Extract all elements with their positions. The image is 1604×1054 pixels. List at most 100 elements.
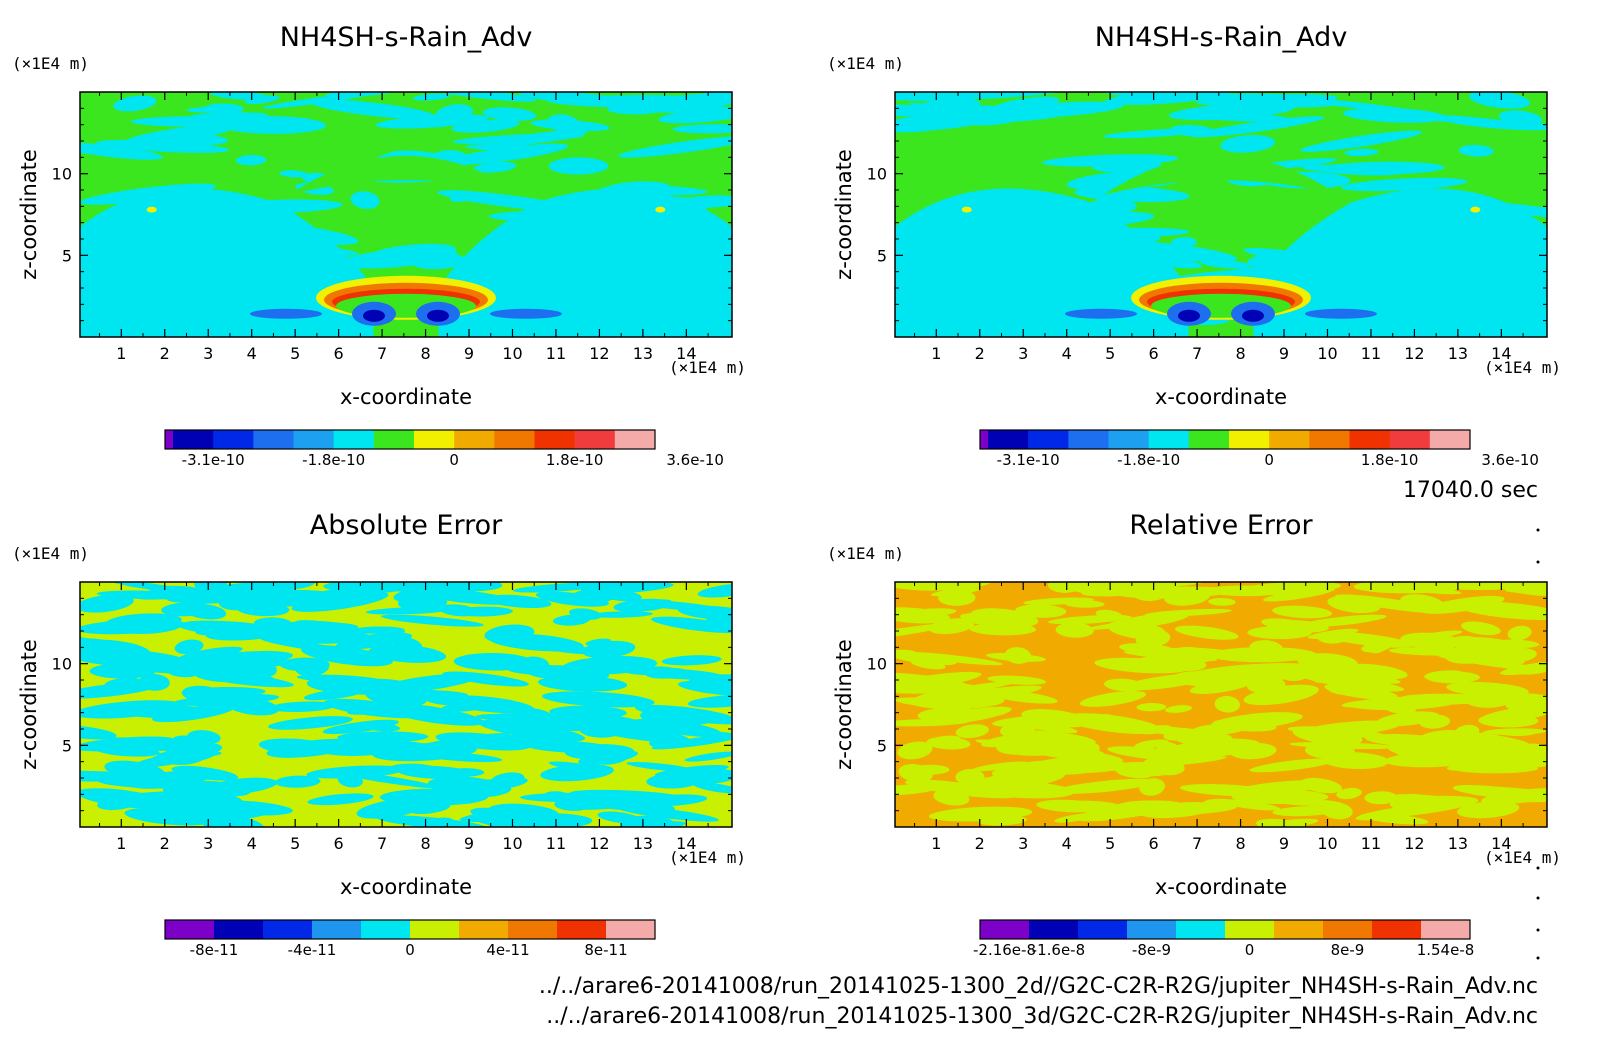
x-unit-label: (×1E4 m)	[1484, 848, 1561, 867]
x-tick-label: 12	[1404, 344, 1424, 363]
x-tick-label: 1	[116, 834, 126, 853]
x-tick-label: 7	[1192, 834, 1202, 853]
x-tick-label: 7	[377, 344, 387, 363]
x-unit-label: (×1E4 m)	[1484, 358, 1561, 377]
colorbar-label: -2.16e-8	[973, 941, 1036, 959]
colorbar-frame	[164, 429, 656, 450]
colorbar-swatch	[312, 920, 362, 939]
colorbar-label: 8e-9	[1331, 941, 1365, 959]
x-tick-label: 13	[1448, 344, 1468, 363]
x-tick-label: 8	[1235, 344, 1245, 363]
colorbar-swatch	[557, 920, 607, 939]
colorbar: -3.1e-10 -1.8e-10 0 1.8e-10 3.6e-10	[164, 429, 724, 469]
x-tick-label: 14	[676, 834, 696, 853]
y-tick-label: 5	[877, 246, 887, 265]
colorbar-label: 1.54e-8	[1417, 941, 1475, 959]
colorbar-swatch	[373, 430, 415, 449]
colorbar: -3.1e-10 -1.8e-10 0 1.8e-10 3.6e-10	[979, 429, 1539, 469]
plot-frame	[79, 581, 733, 828]
x-tick-label: 2	[160, 834, 170, 853]
x-tick-label: 10	[1317, 834, 1337, 853]
colorbar-label: 0	[405, 941, 415, 959]
colorbar-swatch	[574, 430, 616, 449]
colorbar-swatch	[1429, 430, 1471, 449]
x-tick-label: 6	[334, 834, 344, 853]
colorbar-swatch	[1028, 430, 1069, 449]
colorbar-swatch	[1188, 430, 1230, 449]
colorbar-swatch	[1148, 430, 1190, 449]
y-unit-label: (×1E4 m)	[12, 544, 89, 563]
x-tick-label: 7	[1192, 344, 1202, 363]
x-tick-label: 3	[1018, 344, 1028, 363]
colorbar-swatch	[534, 430, 576, 449]
x-tick-label: 3	[203, 344, 213, 363]
colorbar-swatch	[1029, 920, 1079, 939]
x-tick-label: 11	[546, 834, 566, 853]
colorbar-label: -1.8e-10	[302, 451, 365, 469]
x-tick-label: 9	[1279, 834, 1289, 853]
colorbar-swatch	[1108, 430, 1150, 449]
colorbar-label: 3.6e-10	[1481, 451, 1539, 469]
colorbar-label: -4e-11	[288, 941, 337, 959]
y-tick-label: 10	[867, 165, 887, 184]
y-unit-label: (×1E4 m)	[827, 54, 904, 73]
x-unit-label: (×1E4 m)	[669, 848, 746, 867]
y-axis-label: z-coordinate	[17, 639, 41, 770]
colorbar-swatch	[980, 920, 1030, 939]
panel-title: NH4SH-s-Rain_Adv	[280, 22, 533, 53]
panel-1: NH4SH-s-Rain_Adv(×1E4 m)1 2 3 4 5 6 7 8 9 10 11 12 1…	[12, 22, 746, 469]
colorbar-label: -8e-11	[190, 941, 239, 959]
x-tick-label: 7	[377, 834, 387, 853]
x-tick-label: 5	[290, 344, 300, 363]
y-unit-label: (×1E4 m)	[12, 54, 89, 73]
x-axis-label: x-coordinate	[1155, 875, 1287, 899]
colorbar-swatch	[1127, 920, 1177, 939]
colorbar-swatch	[165, 430, 174, 449]
y-tick-label: 5	[62, 246, 72, 265]
colorbar-swatch	[173, 430, 214, 449]
x-tick-label: 9	[464, 344, 474, 363]
colorbar-label: -1.6e-8	[1032, 941, 1085, 959]
panel-title: Absolute Error	[310, 510, 503, 541]
colorbar-swatch	[165, 920, 215, 939]
colorbar-label: 1.8e-10	[1361, 451, 1419, 469]
colorbar-label: 1.8e-10	[546, 451, 604, 469]
colorbar-swatch	[213, 430, 254, 449]
colorbar-swatch	[410, 920, 460, 939]
colorbar-frame	[979, 429, 1471, 450]
contour-field	[80, 582, 732, 827]
y-tick-label: 10	[52, 165, 72, 184]
x-tick-label: 1	[931, 834, 941, 853]
x-unit-label: (×1E4 m)	[669, 358, 746, 377]
y-unit-label: (×1E4 m)	[827, 544, 904, 563]
colorbar-swatch	[1421, 920, 1471, 939]
x-tick-label: 3	[203, 834, 213, 853]
x-tick-label: 12	[589, 344, 609, 363]
colorbar-swatch	[1323, 920, 1373, 939]
x-tick-label: 8	[420, 834, 430, 853]
x-tick-label: 4	[247, 834, 257, 853]
colorbar-swatch	[214, 920, 264, 939]
time-label: 17040.0 sec	[1403, 478, 1538, 503]
colorbar-label: 0	[1245, 941, 1255, 959]
x-tick-label: 12	[1404, 834, 1424, 853]
x-tick-label: 9	[1279, 344, 1289, 363]
x-tick-label: 11	[546, 344, 566, 363]
colorbar-swatch	[494, 430, 535, 449]
x-tick-label: 12	[589, 834, 609, 853]
colorbar: -8e-11 -4e-11 0 4e-11 8e-11	[164, 919, 656, 959]
x-tick-label: 11	[1361, 834, 1381, 853]
panel-2: NH4SH-s-Rain_Adv(×1E4 m)1 2 3 4 5 6 7 8 9 10 11 12 1…	[827, 22, 1561, 469]
colorbar-swatch	[1309, 430, 1350, 449]
y-tick-label: 10	[52, 655, 72, 674]
contour-field	[80, 92, 732, 337]
colorbar-label: 0	[449, 451, 459, 469]
colorbar-swatch	[333, 430, 375, 449]
panel-4: Relative Error(×1E4 m)1 2 3 4 5 6 7 8 9 10 11 12 13 1…	[827, 510, 1561, 959]
colorbar-swatch	[414, 430, 455, 449]
x-tick-label: 11	[1361, 344, 1381, 363]
x-tick-label: 10	[502, 834, 522, 853]
contour-field	[895, 582, 1547, 827]
colorbar-label: -8e-9	[1132, 941, 1171, 959]
